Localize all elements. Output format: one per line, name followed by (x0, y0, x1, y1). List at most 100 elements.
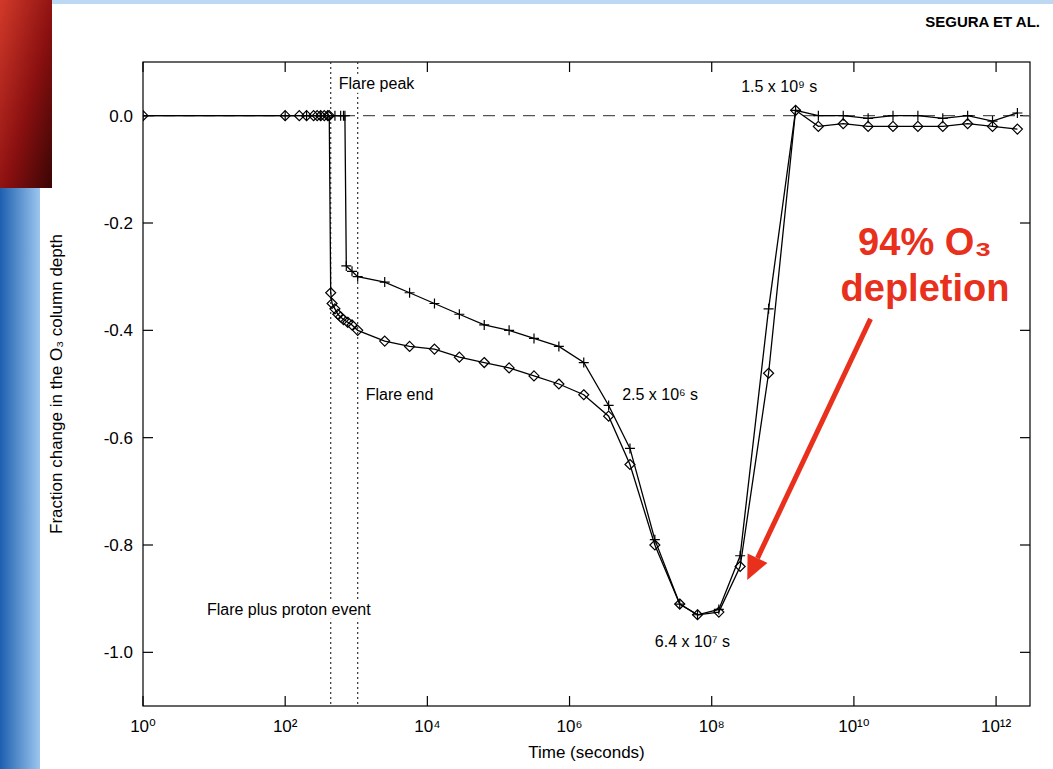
data-point (479, 358, 489, 368)
series-line (143, 110, 1017, 614)
data-point (280, 111, 290, 121)
label-patch (204, 600, 374, 619)
data-point (579, 358, 589, 368)
data-point (454, 352, 464, 362)
data-point (838, 111, 848, 121)
data-point (504, 325, 514, 335)
x-tick (427, 696, 428, 706)
data-point (764, 304, 774, 314)
top-band (52, 0, 1053, 4)
data-point (529, 333, 539, 343)
data-point (913, 111, 923, 121)
data-point (340, 111, 350, 121)
data-point (650, 535, 660, 545)
source-label: SEGURA ET AL. (925, 13, 1040, 30)
data-point (326, 288, 336, 298)
x-tick (711, 696, 712, 706)
data-point (454, 309, 464, 319)
data-point (988, 116, 998, 126)
data-point (341, 261, 351, 271)
data-point (579, 390, 589, 400)
y-tick (143, 222, 153, 223)
data-point (1012, 124, 1022, 134)
chart: SEGURA ET AL. 10⁰ 10² 10⁴ 10⁶ 10⁸ 10¹⁰ 10¹² 0.0 -… (0, 0, 1053, 769)
label-patch (652, 632, 733, 651)
x-tick-label: 10⁸ (699, 717, 725, 736)
x-tick-top (142, 62, 143, 72)
data-point (405, 288, 415, 298)
data-point (554, 379, 564, 389)
y-tick-label: -0.6 (104, 429, 133, 448)
data-point (429, 299, 439, 309)
annotation: Flare plus proton event (207, 601, 371, 618)
y-tick-label: 0.0 (109, 107, 133, 126)
data-point (554, 341, 564, 351)
x-tick-label: 10⁶ (557, 717, 583, 736)
x-tick (569, 696, 570, 706)
callout-arrow (758, 319, 871, 558)
data-point (353, 272, 363, 282)
x-axis-title: Time (seconds) (528, 743, 645, 762)
data-point (791, 105, 801, 115)
data-point (479, 320, 489, 330)
data-point (405, 341, 415, 351)
plot-data (143, 62, 1030, 706)
data-point (302, 111, 312, 121)
x-tick-top (285, 62, 286, 72)
x-tick (142, 696, 143, 706)
x-tick (853, 696, 854, 706)
data-point (143, 111, 148, 121)
y-tick (143, 330, 153, 331)
label-patch (738, 77, 820, 96)
x-tick-top (853, 62, 854, 72)
data-point (938, 113, 948, 123)
data-point (888, 121, 898, 131)
x-tick-label: 10¹² (981, 717, 1012, 736)
y-tick-right (1020, 544, 1030, 545)
data-point (913, 121, 923, 131)
background (0, 0, 1053, 769)
data-point (693, 610, 703, 620)
y-tick-label: -1.0 (104, 643, 133, 662)
y-tick-right (1020, 652, 1030, 653)
data-point (764, 368, 774, 378)
event-label: Flare peak (339, 75, 416, 92)
label-patch (363, 385, 437, 404)
annotation: 1.5 x 10⁹ s (741, 78, 817, 95)
x-tick-top (569, 62, 570, 72)
data-point (143, 111, 148, 121)
x-tick-label: 10⁴ (414, 717, 440, 736)
data-point (1012, 108, 1022, 118)
callout-arrowhead (747, 553, 767, 579)
annotation: 6.4 x 10⁷ s (655, 633, 730, 650)
y-tick-right (1020, 222, 1030, 223)
data-point (353, 325, 363, 335)
y-tick (143, 652, 153, 653)
corner-image (0, 0, 52, 188)
data-point (347, 266, 357, 276)
data-point (302, 111, 312, 121)
x-tick-label: 10⁰ (130, 717, 156, 736)
data-point (888, 111, 898, 121)
axes: 10⁰ 10² 10⁴ 10⁶ 10⁸ 10¹⁰ 10¹² 0.0 -0.2 -0.4 -0.6 -0… (104, 62, 1030, 736)
callout-text: 94% O₃ (858, 221, 992, 263)
y-tick (143, 544, 153, 545)
data-point (791, 105, 801, 115)
y-tick-right (1020, 437, 1030, 438)
data-point (529, 371, 539, 381)
data-point (813, 111, 823, 121)
data-point (347, 320, 357, 330)
x-tick-top (711, 62, 712, 72)
label-patch (619, 385, 701, 404)
y-tick-label: -0.4 (104, 321, 133, 340)
data-point (380, 336, 390, 346)
x-tick-label: 10¹⁰ (838, 717, 870, 736)
data-point (504, 363, 514, 373)
label-patch (336, 74, 419, 93)
x-tick-top (995, 62, 996, 72)
y-tick-label: -0.2 (104, 214, 133, 233)
y-tick (143, 437, 153, 438)
x-tick-label: 10² (273, 717, 298, 736)
x-tick (995, 696, 996, 706)
y-tick-label: -0.8 (104, 536, 133, 555)
